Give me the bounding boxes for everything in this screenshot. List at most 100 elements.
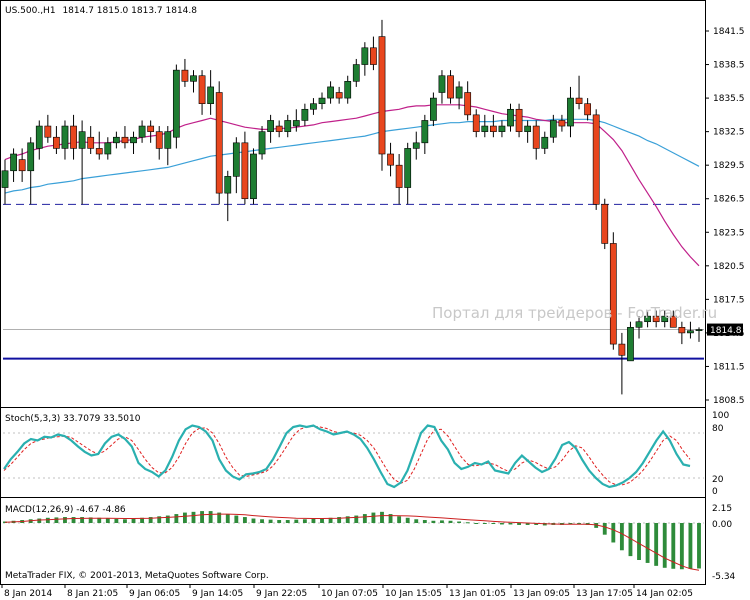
macd-histogram-bar <box>277 520 282 523</box>
price-tick-label: 1808.5 <box>713 396 745 406</box>
price-tick-label: 1829.5 <box>713 161 745 171</box>
candle-body-bull <box>78 131 86 149</box>
current-price-marker: 1814.8 <box>707 323 743 336</box>
candle-body-bull <box>421 120 429 144</box>
candle-body-bull <box>112 136 120 144</box>
price-tick-label: 1823.5 <box>713 228 745 238</box>
candle-body-bear <box>53 136 60 149</box>
macd-histogram-bar <box>380 511 384 523</box>
macd-histogram-bar <box>242 517 247 523</box>
macd-histogram-bar <box>105 518 110 523</box>
candle-body-bear <box>387 153 394 166</box>
macd-histogram-bar <box>234 515 239 523</box>
candle-body-bull <box>498 125 506 132</box>
candle-body-bear <box>70 125 77 149</box>
candle-body-bear <box>215 92 223 194</box>
candle <box>558 114 566 132</box>
macd-histogram-bar <box>362 514 367 523</box>
candle-body-bear <box>575 97 583 104</box>
candle <box>541 131 549 154</box>
candle <box>438 70 446 104</box>
candle <box>130 131 137 154</box>
macd-histogram-bar <box>440 520 444 523</box>
symbol-name: US.500.,H1 <box>5 6 56 16</box>
candle <box>138 120 146 143</box>
candle <box>575 75 583 110</box>
candle-body-bull <box>352 64 360 82</box>
time-tick-label: 8 Jan 2014 <box>4 589 52 599</box>
macd-histogram-bar <box>611 523 616 543</box>
macd-level-top: 2.15 <box>712 504 732 514</box>
macd-histogram-bar <box>268 519 273 523</box>
candle <box>181 58 189 87</box>
candle <box>652 310 660 328</box>
stoch-main-line <box>3 424 691 489</box>
stoch-level-0: 0 <box>712 487 718 497</box>
macd-histogram-bar <box>448 520 453 523</box>
candle <box>430 92 437 127</box>
price-tick-label: 1817.5 <box>713 295 745 305</box>
time-tick-label: 9 Jan 14:05 <box>192 589 243 599</box>
candle-body-bear <box>335 92 343 99</box>
candle-body-bull <box>130 136 137 144</box>
candle-body-bear <box>44 125 52 138</box>
candle-body-bear <box>489 125 497 132</box>
candle <box>232 137 240 194</box>
macd-histogram-bar <box>414 519 419 523</box>
time-tick-label: 13 Jan 17:05 <box>576 589 633 599</box>
macd-histogram-bar <box>182 512 187 523</box>
candle <box>112 131 120 149</box>
candle <box>532 120 540 160</box>
candle <box>198 70 206 115</box>
macd-histogram-bar <box>491 523 496 524</box>
macd-histogram-bar <box>517 523 522 525</box>
candle-body-bear <box>678 327 686 334</box>
candle <box>318 92 326 110</box>
candle-body-bear <box>618 343 626 356</box>
candle-body-bull <box>635 321 643 328</box>
macd-histogram-bar <box>508 523 513 525</box>
candle-body-bull <box>481 125 489 132</box>
candle-body-bear <box>18 159 26 172</box>
stoch-level-80: 80 <box>712 424 724 434</box>
macd-histogram-bar <box>371 512 376 523</box>
candle <box>618 332 626 395</box>
candle <box>172 64 180 149</box>
macd-histogram-bar <box>37 518 42 523</box>
macd-histogram-bar <box>320 518 324 523</box>
candle-body-bear <box>558 120 566 127</box>
candle-body-bull <box>10 153 17 172</box>
macd-histogram-bar <box>388 514 393 523</box>
time-tick-label: 10 Jan 07:05 <box>321 589 378 599</box>
candle-body-bear <box>464 92 472 116</box>
macd-histogram-bar <box>697 523 701 569</box>
candle <box>207 70 215 115</box>
candle <box>412 131 420 160</box>
candle <box>567 86 574 138</box>
macd-histogram-bar <box>345 516 350 523</box>
candle-body-bear <box>378 36 386 155</box>
macd-histogram-bar <box>260 519 264 523</box>
candle-body-bull <box>549 120 557 138</box>
candle <box>87 126 95 154</box>
candle-body-bear <box>515 108 523 132</box>
candle <box>190 70 197 93</box>
candle-body-bull <box>661 315 669 323</box>
macd-histogram-bar <box>594 523 599 528</box>
candle-body-bear <box>592 114 600 205</box>
macd-histogram-bar <box>63 517 67 523</box>
candle <box>155 126 163 160</box>
candle <box>395 154 403 205</box>
macd-histogram-bar <box>217 512 222 523</box>
macd-histogram-bar <box>191 511 196 523</box>
candle <box>61 120 69 160</box>
candle <box>147 120 155 143</box>
macd-histogram-bar <box>123 519 127 523</box>
candle <box>267 114 274 143</box>
price-tick-label: 1826.5 <box>713 195 745 205</box>
candle <box>335 86 343 104</box>
macd-histogram-bar <box>602 523 607 535</box>
macd-histogram-bar <box>157 516 162 523</box>
macd-level-zero: 0.00 <box>712 520 732 530</box>
